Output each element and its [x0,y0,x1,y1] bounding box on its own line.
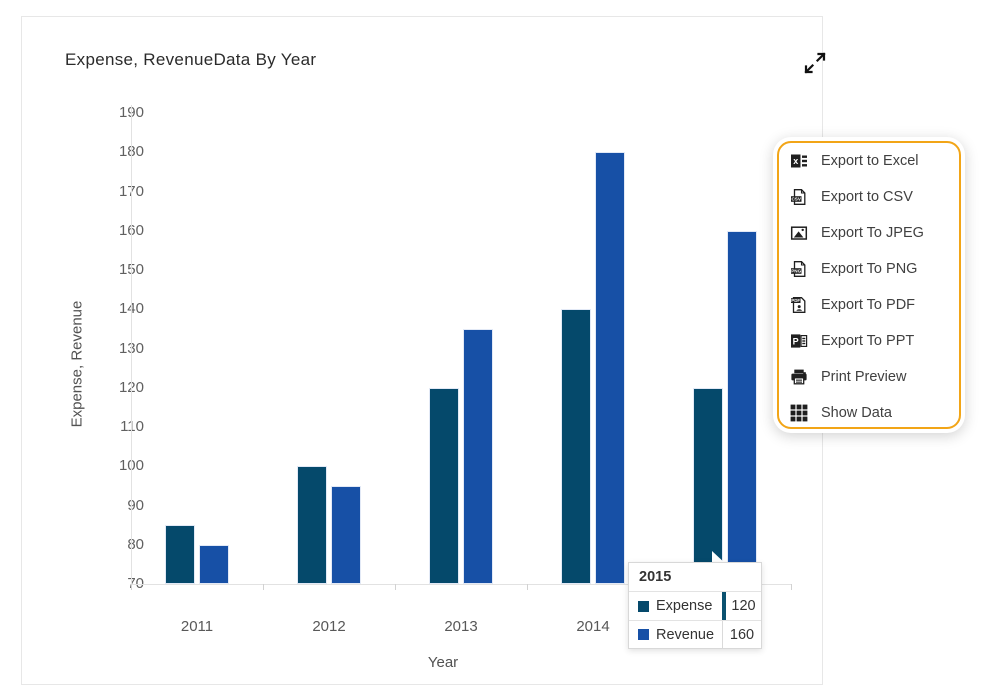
svg-text:P: P [793,336,799,346]
tooltip-series-label: Expense [656,598,713,614]
menu-item-export-to-ppt[interactable]: P Export To PPT [773,323,965,359]
menu-item-label: Print Preview [821,369,907,385]
tooltip-series-label: Revenue [656,626,715,643]
ppt-icon: P [790,332,808,350]
x-axis-title: Year [427,654,459,671]
tooltip-row: Revenue 160 [629,620,761,648]
chart-tooltip: 2015 Expense 120 Revenue 160 [628,562,762,649]
png-icon: PNG [790,260,808,278]
y-axis-line [131,105,132,584]
y-tick-label: 110 [120,418,144,435]
csv-icon: CSV [790,188,808,206]
bar-expense-2015[interactable] [693,387,723,584]
menu-item-label: Export to Excel [821,153,919,169]
export-context-menu: x Export to Excel CSV Export to CSV Export T… [773,137,965,433]
tooltip-header: 2015 [629,563,761,592]
menu-item-export-to-png[interactable]: PNG Export To PNG [773,251,965,287]
bar-revenue-2015[interactable] [727,230,757,584]
menu-item-label: Export to CSV [821,189,913,205]
series-swatch [638,629,649,640]
svg-text:CSV: CSV [791,197,801,202]
tooltip-row-left: Revenue [629,621,722,648]
bar-expense-2014[interactable] [561,309,591,584]
menu-item-export-to-csv[interactable]: CSV Export to CSV [773,179,965,215]
jpeg-icon [790,224,808,242]
menu-item-export-to-jpeg[interactable]: Export To JPEG [773,215,965,251]
svg-text:PNG: PNG [791,269,801,274]
tooltip-series-value: 120 [722,592,761,620]
x-axis-tick [527,584,528,590]
grid-icon [790,404,808,422]
bar-revenue-2014[interactable] [595,152,625,584]
expand-button[interactable] [798,47,832,81]
menu-item-label: Export To PNG [821,261,918,277]
menu-item-label: Export To JPEG [821,225,924,241]
x-axis-tick [131,584,132,590]
tooltip-row: Expense 120 [629,592,761,620]
x-axis-tick [395,584,396,590]
svg-text:PDF: PDF [791,298,800,303]
bar-expense-2012[interactable] [297,466,327,584]
x-axis-tick [791,584,792,590]
excel-icon: x [790,152,808,170]
x-category-label: 2013 [444,618,478,635]
menu-item-label: Export To PPT [821,333,915,349]
menu-item-export-to-excel[interactable]: x Export to Excel [773,143,965,179]
printer-icon [790,368,808,386]
tooltip-row-left: Expense [629,592,722,620]
x-axis-tick [263,584,264,590]
chart-card: Expense, RevenueData By Year 70809010011… [21,16,826,685]
chart-title: Expense, RevenueData By Year [65,50,317,69]
menu-item-label: Show Data [821,405,892,421]
menu-item-export-to-pdf[interactable]: PDF Export To PDF [773,287,965,323]
y-axis-title: Expense, Revenue [68,300,86,428]
tooltip-series-value: 160 [722,621,761,648]
menu-item-label: Export To PDF [821,297,916,313]
bar-expense-2013[interactable] [429,387,459,584]
menu-item-print-preview[interactable]: Print Preview [773,359,965,395]
bar-revenue-2011[interactable] [199,544,229,584]
menu-item-show-data[interactable]: Show Data [773,395,965,431]
expand-icon [803,51,827,78]
x-category-label: 2014 [576,618,610,635]
pdf-icon: PDF [790,296,808,314]
bar-expense-2011[interactable] [165,525,195,584]
bar-revenue-2013[interactable] [463,328,493,584]
x-category-label: 2012 [312,618,346,635]
bar-revenue-2012[interactable] [331,485,361,584]
series-swatch [638,600,649,612]
x-axis-line [131,584,791,585]
svg-text:x: x [793,156,798,166]
x-category-label: 2011 [180,618,214,635]
